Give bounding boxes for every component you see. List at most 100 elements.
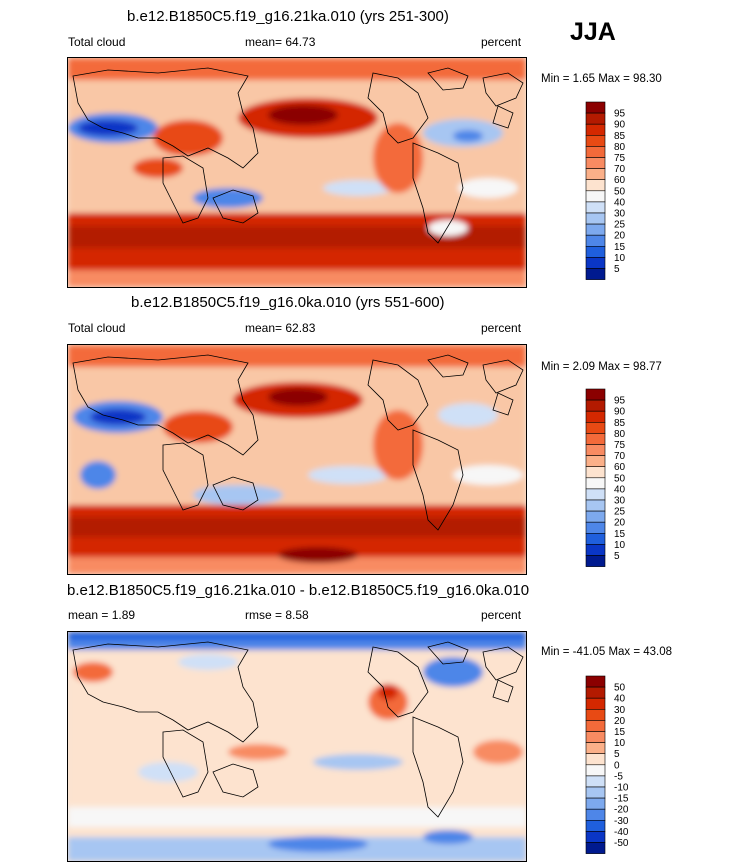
colorbar-tick-label: 80 bbox=[614, 429, 626, 440]
colorbar-swatch bbox=[585, 410, 606, 423]
colorbar-tick-label: 70 bbox=[614, 451, 626, 462]
colorbar-tick-label: 85 bbox=[614, 131, 626, 142]
panel2-map bbox=[67, 344, 527, 575]
panel2-units: percent bbox=[481, 321, 522, 335]
panel3-map bbox=[67, 631, 527, 862]
colorbar-tick-label: 40 bbox=[614, 484, 626, 495]
panel3-rmse: rmse = 8.58 bbox=[245, 608, 309, 622]
colorbar-tick-label: 30 bbox=[614, 496, 626, 507]
colorbar-tick-label: -20 bbox=[614, 805, 629, 816]
colorbar-swatch bbox=[585, 808, 606, 821]
colorbar-swatch bbox=[585, 421, 606, 434]
panel1-units: percent bbox=[481, 35, 522, 49]
colorbar-tick-label: 95 bbox=[614, 109, 626, 120]
colorbar-tick-label: 5 bbox=[614, 264, 620, 275]
panel3-colorbar: 50 40 30 20 15 10 5 0 -5 -10 -15 -20 -30 -40 -50 bbox=[585, 675, 646, 858]
colorbar-tick-label: 80 bbox=[614, 142, 626, 153]
colorbar-tick-label: 0 bbox=[614, 760, 620, 771]
colorbar-swatch bbox=[585, 708, 606, 721]
colorbar-tick-label: 95 bbox=[614, 396, 626, 407]
colorbar-swatch bbox=[585, 157, 606, 169]
colorbar-swatch bbox=[585, 201, 606, 214]
colorbar-swatch bbox=[585, 455, 606, 467]
panel3-units: percent bbox=[481, 608, 522, 622]
panel1-mean: mean= 64.73 bbox=[245, 35, 316, 49]
panel2-mean: mean= 62.83 bbox=[245, 321, 316, 335]
colorbar-swatch bbox=[585, 234, 606, 247]
season-label: JJA bbox=[570, 18, 616, 46]
colorbar-tick-label: -10 bbox=[614, 783, 629, 794]
colorbar-tick-label: 50 bbox=[614, 186, 626, 197]
colorbar-swatch bbox=[585, 533, 606, 545]
colorbar-swatch bbox=[585, 212, 606, 225]
colorbar-swatch bbox=[585, 697, 606, 710]
colorbar-tick-label: 75 bbox=[614, 153, 626, 164]
colorbar-swatch bbox=[585, 146, 606, 158]
colorbar-tick-label: -5 bbox=[614, 771, 623, 782]
colorbar-tick-label: 10 bbox=[614, 253, 626, 264]
colorbar-tick-label: 15 bbox=[614, 727, 626, 738]
colorbar-tick-label: -40 bbox=[614, 827, 629, 838]
colorbar-swatch bbox=[585, 101, 606, 114]
colorbar-tick-label: 75 bbox=[614, 440, 626, 451]
colorbar-tick-label: 25 bbox=[614, 507, 626, 518]
colorbar-swatch bbox=[585, 764, 606, 777]
colorbar-tick-label: -50 bbox=[614, 838, 629, 849]
colorbar-swatch bbox=[585, 510, 606, 523]
colorbar-tick-label: 60 bbox=[614, 175, 626, 186]
colorbar-swatch bbox=[585, 775, 606, 788]
colorbar-swatch bbox=[585, 842, 606, 854]
panel2-left-label: Total cloud bbox=[68, 321, 126, 335]
colorbar-tick-label: 20 bbox=[614, 518, 626, 529]
colorbar-tick-label: 5 bbox=[614, 551, 620, 562]
colorbar-swatch bbox=[585, 797, 606, 810]
colorbar-swatch bbox=[585, 753, 606, 766]
colorbar-tick-label: 30 bbox=[614, 209, 626, 220]
panel3-title: b.e12.B1850C5.f19_g16.21ka.010 - b.e12.B… bbox=[67, 582, 530, 599]
colorbar-tick-label: 30 bbox=[614, 705, 626, 716]
colorbar-swatch bbox=[585, 521, 606, 534]
colorbar-swatch bbox=[585, 246, 606, 258]
colorbar-tick-label: 40 bbox=[614, 694, 626, 705]
panel2-title: b.e12.B1850C5.f19_g16.0ka.010 (yrs 551-6… bbox=[131, 294, 445, 311]
colorbar-swatch bbox=[585, 675, 606, 688]
colorbar-swatch bbox=[585, 134, 606, 147]
colorbar-tick-label: 15 bbox=[614, 529, 626, 540]
colorbar-swatch bbox=[585, 555, 606, 567]
panel3-minmax: Min = -41.05 Max = 43.08 bbox=[541, 646, 673, 658]
colorbar-swatch bbox=[585, 223, 606, 236]
panel1-map bbox=[67, 57, 527, 288]
colorbar-tick-label: -30 bbox=[614, 816, 629, 827]
colorbar-swatch bbox=[585, 731, 606, 743]
colorbar-tick-label: 10 bbox=[614, 540, 626, 551]
colorbar-swatch bbox=[585, 488, 606, 501]
colorbar-swatch bbox=[585, 399, 606, 412]
colorbar-tick-label: 60 bbox=[614, 462, 626, 473]
panel1-colorbar: 95 90 85 80 75 70 60 50 40 30 25 20 15 10 5 bbox=[585, 101, 646, 284]
colorbar-swatch bbox=[585, 168, 606, 180]
panel2-minmax: Min = 2.09 Max = 98.77 bbox=[541, 361, 662, 373]
colorbar-tick-label: 90 bbox=[614, 120, 626, 131]
colorbar-swatch bbox=[585, 742, 606, 754]
colorbar-swatch bbox=[585, 112, 606, 125]
colorbar-tick-label: 90 bbox=[614, 407, 626, 418]
panel1-left-label: Total cloud bbox=[68, 35, 126, 49]
colorbar-tick-label: 50 bbox=[614, 473, 626, 484]
colorbar-swatch bbox=[585, 820, 606, 832]
colorbar-tick-label: 15 bbox=[614, 242, 626, 253]
colorbar-swatch bbox=[585, 499, 606, 512]
colorbar-swatch bbox=[585, 831, 606, 843]
colorbar-swatch bbox=[585, 686, 606, 699]
colorbar-tick-label: 25 bbox=[614, 220, 626, 231]
colorbar-tick-label: 5 bbox=[614, 749, 620, 760]
panel2-colorbar: 95 90 85 80 75 70 60 50 40 30 25 20 15 10 5 bbox=[585, 388, 646, 571]
colorbar-swatch bbox=[585, 444, 606, 456]
panel1-minmax: Min = 1.65 Max = 98.30 bbox=[541, 73, 662, 85]
colorbar-swatch bbox=[585, 190, 606, 203]
colorbar-swatch bbox=[585, 257, 606, 269]
colorbar-swatch bbox=[585, 268, 606, 280]
colorbar-swatch bbox=[585, 179, 606, 192]
panel3-mean: mean = 1.89 bbox=[68, 608, 136, 622]
colorbar-swatch bbox=[585, 786, 606, 799]
colorbar-tick-label: 85 bbox=[614, 418, 626, 429]
